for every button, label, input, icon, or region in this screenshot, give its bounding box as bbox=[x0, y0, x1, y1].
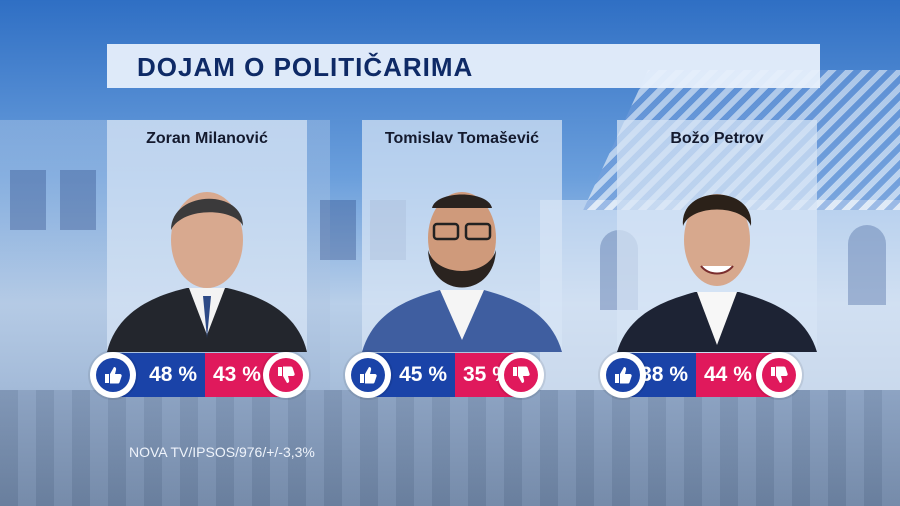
rating-pill: 38 % 44 % bbox=[600, 352, 802, 398]
candidate-name: Božo Petrov bbox=[670, 130, 764, 147]
title-bar bbox=[107, 44, 820, 88]
candidate-photo bbox=[617, 194, 817, 352]
positive-value: 48 % bbox=[149, 363, 197, 386]
chart-title: DOJAM O POLITIČARIMA bbox=[137, 52, 474, 82]
background-street bbox=[0, 390, 900, 506]
thumbs-up-icon bbox=[345, 352, 391, 398]
background-window bbox=[10, 170, 46, 230]
thumbs-down-icon bbox=[263, 352, 309, 398]
thumbs-up-icon bbox=[90, 352, 136, 398]
rating-pill: 45 % 35 % bbox=[345, 352, 544, 398]
positive-value: 45 % bbox=[399, 363, 447, 386]
candidate-photo bbox=[107, 192, 307, 352]
negative-value: 44 % bbox=[704, 363, 752, 386]
candidate-panel: Zoran Milanović bbox=[107, 120, 307, 352]
candidate-name: Tomislav Tomašević bbox=[384, 130, 540, 147]
background-arch-window bbox=[848, 225, 886, 305]
source-note: NOVA TV/IPSOS/976/+/-3,3% bbox=[129, 444, 315, 460]
thumbs-down-icon bbox=[498, 352, 544, 398]
candidate-name: Zoran Milanović bbox=[146, 130, 268, 147]
candidate-panel: Božo Petrov bbox=[617, 120, 817, 352]
thumbs-down-icon bbox=[756, 352, 802, 398]
negative-value: 43 % bbox=[213, 363, 261, 386]
candidate-panel: Tomislav Tomašević bbox=[362, 120, 562, 352]
background-window bbox=[320, 200, 356, 260]
positive-value: 38 % bbox=[640, 363, 688, 386]
background-window bbox=[60, 170, 96, 230]
thumbs-up-icon bbox=[600, 352, 646, 398]
rating-pill: 48 % 43 % bbox=[90, 352, 309, 398]
candidate-photo bbox=[362, 192, 562, 352]
